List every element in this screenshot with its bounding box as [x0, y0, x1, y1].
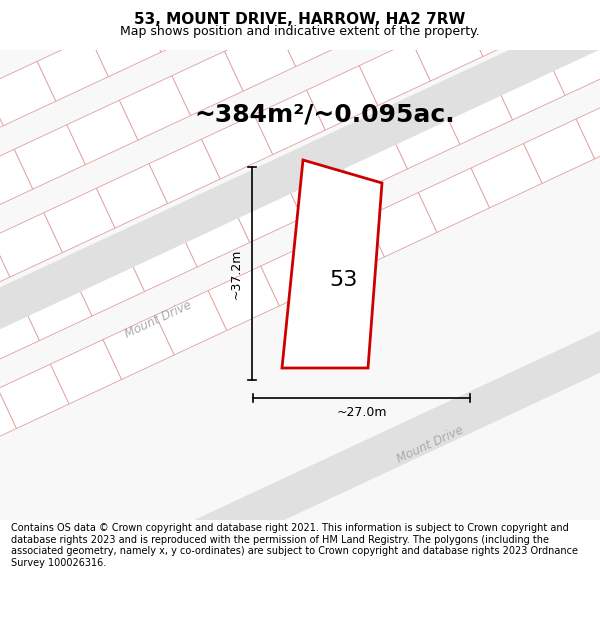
- Polygon shape: [261, 241, 332, 306]
- Polygon shape: [0, 213, 62, 277]
- Polygon shape: [494, 56, 565, 120]
- Polygon shape: [0, 0, 26, 62]
- Text: ~384m²/~0.095ac.: ~384m²/~0.095ac.: [194, 103, 455, 127]
- Polygon shape: [0, 86, 4, 150]
- Polygon shape: [282, 160, 382, 368]
- Polygon shape: [412, 17, 483, 81]
- Polygon shape: [524, 119, 595, 183]
- Polygon shape: [67, 100, 138, 164]
- Polygon shape: [313, 217, 385, 281]
- Polygon shape: [547, 31, 600, 96]
- Polygon shape: [172, 51, 243, 116]
- Text: ~27.0m: ~27.0m: [336, 406, 387, 419]
- Polygon shape: [366, 192, 437, 257]
- Polygon shape: [142, 0, 214, 52]
- Text: Contains OS data © Crown copyright and database right 2021. This information is : Contains OS data © Crown copyright and d…: [11, 523, 578, 568]
- Polygon shape: [21, 276, 92, 341]
- Polygon shape: [576, 94, 600, 159]
- Polygon shape: [0, 14, 600, 556]
- Polygon shape: [155, 291, 227, 355]
- Polygon shape: [418, 168, 490, 232]
- Polygon shape: [254, 90, 325, 154]
- Polygon shape: [179, 202, 250, 267]
- Polygon shape: [277, 2, 348, 67]
- Polygon shape: [307, 66, 378, 130]
- Text: 53, MOUNT DRIVE, HARROW, HA2 7RW: 53, MOUNT DRIVE, HARROW, HA2 7RW: [134, 12, 466, 28]
- Polygon shape: [0, 301, 40, 365]
- Polygon shape: [0, 61, 56, 126]
- Polygon shape: [97, 164, 167, 228]
- Polygon shape: [231, 178, 302, 242]
- Polygon shape: [90, 12, 161, 77]
- Text: Mount Drive: Mount Drive: [395, 424, 466, 466]
- Text: ~37.2m: ~37.2m: [229, 248, 242, 299]
- Polygon shape: [0, 389, 17, 453]
- Polygon shape: [103, 315, 174, 379]
- Polygon shape: [599, 6, 600, 71]
- Polygon shape: [224, 27, 296, 91]
- Polygon shape: [50, 339, 122, 404]
- Polygon shape: [119, 76, 191, 140]
- Polygon shape: [359, 41, 430, 106]
- Polygon shape: [202, 114, 273, 179]
- Polygon shape: [126, 227, 197, 291]
- Polygon shape: [44, 188, 115, 253]
- Polygon shape: [464, 0, 536, 56]
- Polygon shape: [208, 266, 280, 331]
- Text: Mount Drive: Mount Drive: [122, 299, 193, 341]
- Polygon shape: [442, 80, 512, 144]
- Polygon shape: [336, 129, 407, 194]
- Polygon shape: [37, 37, 109, 101]
- Text: Map shows position and indicative extent of the property.: Map shows position and indicative extent…: [120, 24, 480, 38]
- Polygon shape: [389, 104, 460, 169]
- Polygon shape: [0, 174, 600, 625]
- Polygon shape: [284, 154, 355, 218]
- Polygon shape: [73, 252, 145, 316]
- Polygon shape: [149, 139, 220, 204]
- Polygon shape: [0, 149, 33, 214]
- Text: 53: 53: [329, 270, 358, 290]
- Polygon shape: [0, 364, 69, 429]
- Polygon shape: [471, 144, 542, 208]
- Polygon shape: [14, 125, 85, 189]
- Polygon shape: [0, 238, 10, 302]
